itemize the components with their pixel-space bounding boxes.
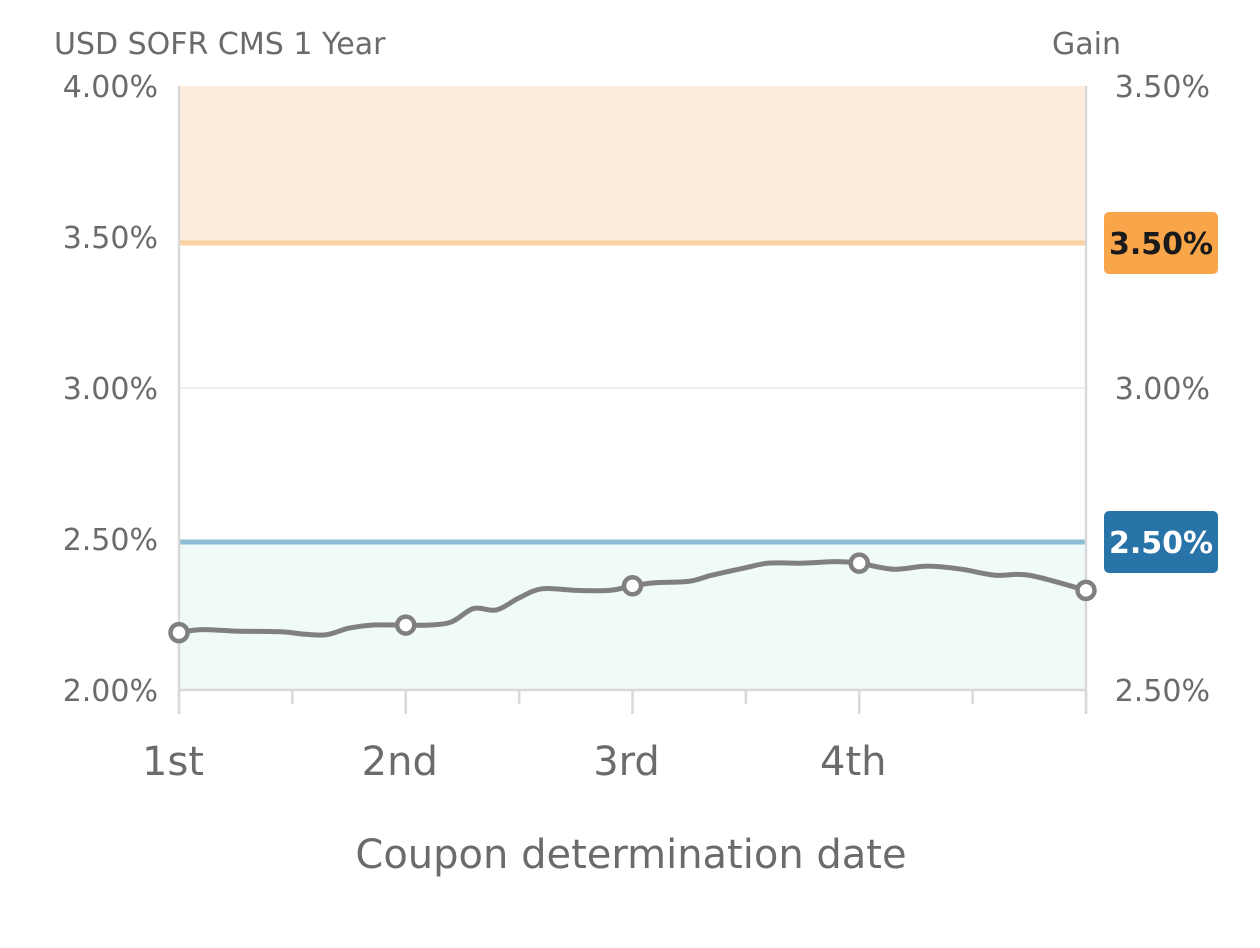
series-marker [168,621,190,644]
right-axis-tick-labels: 3.50% 3.00% 2.50% [1115,70,1210,709]
left-axis-tick-labels: 4.00% 3.50% 3.00% 2.50% 2.00% [63,70,158,709]
right-tick-label: 3.50% [1115,70,1210,105]
upper-threshold-badge: 3.50% [1104,212,1218,275]
series-marker [1075,579,1097,602]
x-tick-label: 3rd [593,739,660,785]
upper-threshold-badge-label: 3.50% [1109,227,1213,262]
lower-threshold-band [179,542,1086,690]
series-marker [848,552,870,574]
left-tick-label: 2.00% [63,674,158,709]
x-tick-label: 2nd [362,739,438,785]
left-tick-label: 2.50% [63,523,158,558]
right-tick-label: 2.50% [1115,674,1210,709]
series-line [176,559,1089,638]
right-axis-title: Gain [1052,27,1121,62]
x-axis-title: Coupon determination date [355,832,906,878]
x-tick-label: 1st [142,739,204,785]
left-axis-title: USD SOFR CMS 1 Year [54,27,386,62]
lower-threshold-badge-label: 2.50% [1109,526,1213,561]
series-markers [168,552,1097,644]
x-tick-label: 4th [820,739,886,785]
left-tick-label: 3.00% [63,372,158,407]
left-tick-label: 4.00% [63,70,158,105]
upper-threshold-band [179,86,1086,244]
x-axis-ticks [177,690,1088,714]
series-marker [395,614,417,636]
right-tick-label: 3.00% [1115,372,1210,407]
lower-threshold-badge: 2.50% [1104,511,1218,574]
series-marker [621,575,644,597]
left-tick-label: 3.50% [63,221,158,256]
x-axis-tick-labels: 1st 2nd 3rd 4th [142,739,886,785]
